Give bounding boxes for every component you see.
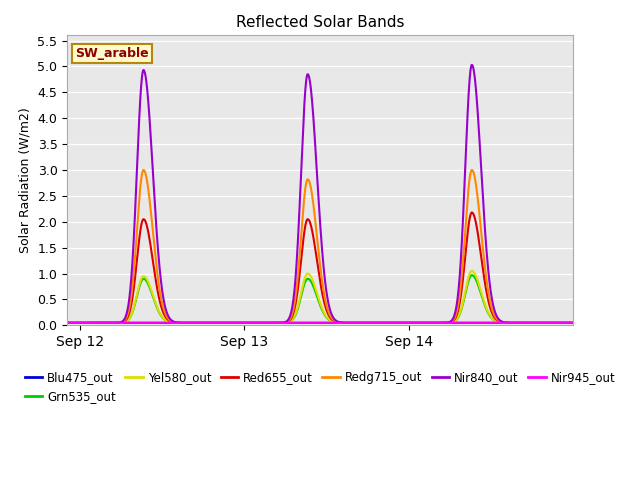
Red655_out bbox=[302, 221, 310, 227]
Redg715_out bbox=[63, 320, 71, 326]
Yel580_out bbox=[302, 273, 310, 279]
Nir945_out bbox=[302, 320, 310, 326]
Grn535_out bbox=[316, 300, 323, 306]
Line: Red655_out: Red655_out bbox=[67, 213, 586, 323]
Nir840_out bbox=[567, 320, 575, 326]
Yel580_out bbox=[567, 320, 575, 326]
Nir840_out bbox=[567, 320, 575, 326]
Grn535_out bbox=[63, 320, 71, 326]
Redg715_out bbox=[90, 320, 97, 326]
Blu475_out bbox=[316, 320, 323, 326]
Redg715_out bbox=[567, 320, 575, 326]
Blu475_out bbox=[567, 320, 575, 326]
Red655_out bbox=[316, 274, 323, 280]
Yel580_out bbox=[468, 268, 476, 274]
Blu475_out bbox=[302, 320, 310, 326]
Grn535_out bbox=[582, 320, 590, 326]
Red655_out bbox=[90, 320, 97, 326]
Redg715_out bbox=[472, 181, 480, 187]
Yel580_out bbox=[90, 320, 97, 326]
Redg715_out bbox=[316, 259, 324, 264]
Nir945_out bbox=[567, 320, 575, 326]
Grn535_out bbox=[567, 320, 575, 326]
Text: SW_arable: SW_arable bbox=[75, 47, 148, 60]
Yel580_out bbox=[63, 320, 71, 326]
Nir945_out bbox=[582, 320, 590, 326]
Red655_out bbox=[582, 320, 590, 326]
Grn535_out bbox=[567, 320, 575, 326]
Red655_out bbox=[567, 320, 575, 326]
Nir945_out bbox=[472, 320, 479, 326]
Line: Redg715_out: Redg715_out bbox=[67, 170, 586, 323]
Nir840_out bbox=[90, 320, 97, 326]
Title: Reflected Solar Bands: Reflected Solar Bands bbox=[236, 15, 404, 30]
Nir945_out bbox=[316, 320, 323, 326]
Grn535_out bbox=[302, 278, 310, 284]
Grn535_out bbox=[468, 272, 476, 278]
Red655_out bbox=[472, 220, 480, 226]
Nir945_out bbox=[567, 320, 575, 326]
Nir945_out bbox=[90, 320, 97, 326]
Line: Nir840_out: Nir840_out bbox=[67, 65, 586, 323]
Grn535_out bbox=[90, 320, 97, 326]
Nir840_out bbox=[63, 320, 71, 326]
Blu475_out bbox=[472, 320, 479, 326]
Grn535_out bbox=[472, 276, 480, 282]
Line: Yel580_out: Yel580_out bbox=[67, 271, 586, 323]
Redg715_out bbox=[582, 320, 590, 326]
Nir840_out bbox=[468, 62, 476, 68]
Nir945_out bbox=[63, 320, 71, 326]
Yel580_out bbox=[316, 298, 323, 304]
Nir840_out bbox=[316, 210, 323, 216]
Red655_out bbox=[567, 320, 575, 326]
Yel580_out bbox=[472, 273, 480, 279]
Blu475_out bbox=[567, 320, 575, 326]
Yel580_out bbox=[582, 320, 590, 326]
Yel580_out bbox=[567, 320, 575, 326]
Redg715_out bbox=[302, 181, 310, 187]
Redg715_out bbox=[567, 320, 575, 326]
Line: Grn535_out: Grn535_out bbox=[67, 275, 586, 323]
Red655_out bbox=[468, 210, 476, 216]
Nir840_out bbox=[582, 320, 590, 326]
Nir840_out bbox=[302, 83, 310, 88]
Blu475_out bbox=[90, 320, 97, 326]
Y-axis label: Solar Radiation (W/m2): Solar Radiation (W/m2) bbox=[19, 108, 32, 253]
Nir840_out bbox=[472, 86, 480, 92]
Blu475_out bbox=[63, 320, 71, 326]
Redg715_out bbox=[140, 167, 147, 173]
Blu475_out bbox=[582, 320, 590, 326]
Legend: Blu475_out, Grn535_out, Yel580_out, Red655_out, Redg715_out, Nir840_out, Nir945_: Blu475_out, Grn535_out, Yel580_out, Red6… bbox=[20, 366, 620, 408]
Red655_out bbox=[63, 320, 71, 326]
